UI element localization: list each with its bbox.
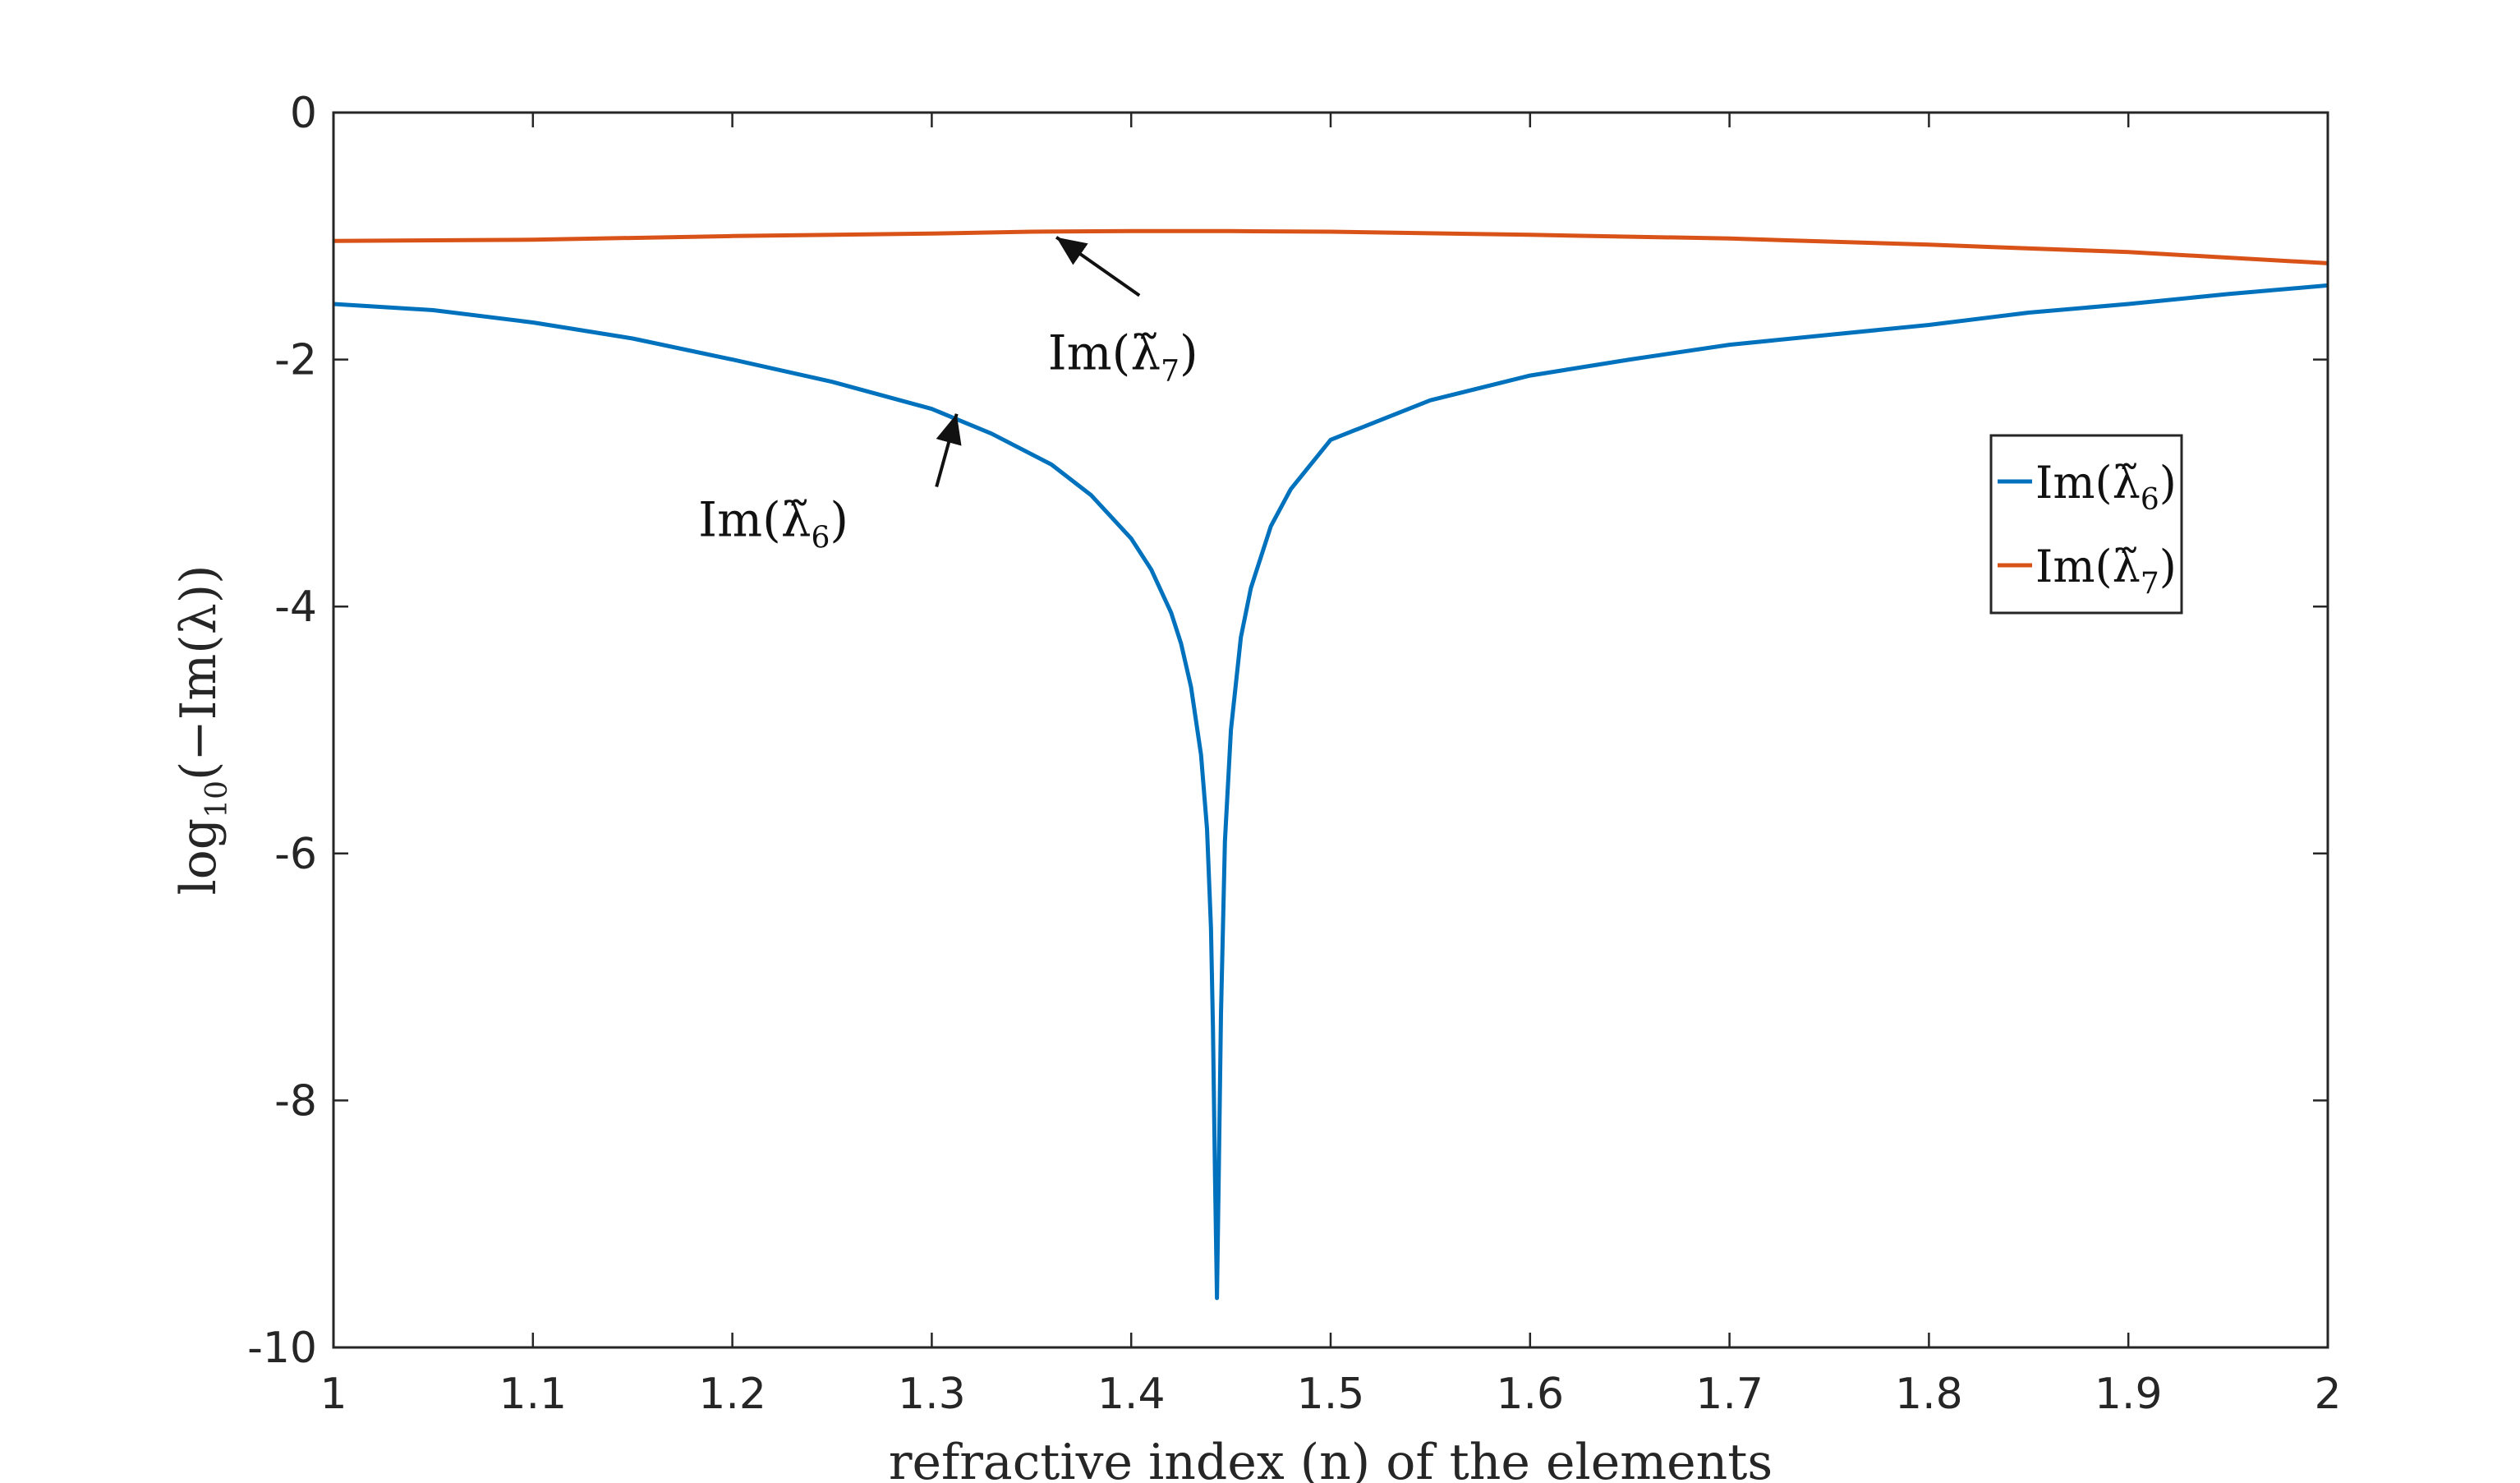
legend: Im(λ̃6) Im(λ̃7) <box>1989 434 2183 615</box>
series-line-1 <box>333 283 2329 1301</box>
x-tick-label: 1 <box>320 1370 347 1419</box>
legend-box <box>1989 434 2183 615</box>
y-tick-label: -10 <box>247 1324 317 1373</box>
y-tick-label: -4 <box>274 583 317 632</box>
annotation-label: Im(λ̃6) <box>698 492 848 555</box>
series-line-2 <box>333 228 2329 265</box>
x-tick-label: 1.3 <box>898 1370 966 1419</box>
y-tick-label: -8 <box>274 1076 317 1126</box>
x-tick-label: 1.2 <box>698 1370 766 1419</box>
y-tick-label: -6 <box>274 830 317 879</box>
y-tick-label: -2 <box>274 336 317 385</box>
axis-ticks: 1 1.1 1.2 1.3 1.4 1.5 1.6 1.7 1.8 1.9 2 0 -2 -4 -6 -8 -1… <box>247 89 2341 1419</box>
annotation-arrow <box>935 413 962 488</box>
legend-label: Im(λ̃6) <box>2035 457 2177 517</box>
y-axis-title-rest: (−Im(λ)) <box>170 564 228 781</box>
y-axis-title: log10(−Im(λ)) <box>170 564 234 895</box>
plot-area <box>333 228 2329 1301</box>
x-tick-label: 1.6 <box>1496 1370 1564 1419</box>
annotations: Im(λ̃7) Im(λ̃6) <box>698 236 1198 555</box>
x-axis-title: refractive index (n) of the elements <box>889 1434 1773 1483</box>
annotation-arrow <box>1055 236 1141 297</box>
legend-label: Im(λ̃7) <box>2035 541 2177 601</box>
y-axis-title-sub: 10 <box>200 781 234 818</box>
x-tick-label: 1.7 <box>1695 1370 1764 1419</box>
x-tick-label: 1.5 <box>1297 1370 1365 1419</box>
x-tick-label: 2 <box>2314 1370 2341 1419</box>
y-axis-title-log: log <box>170 818 228 896</box>
x-tick-label: 1.4 <box>1097 1370 1166 1419</box>
x-tick-label: 1.1 <box>499 1370 567 1419</box>
y-tick-label: 0 <box>290 89 317 138</box>
x-tick-label: 1.8 <box>1895 1370 1963 1419</box>
x-tick-label: 1.9 <box>2095 1370 2163 1419</box>
annotation-label: Im(λ̃7) <box>1048 325 1198 389</box>
